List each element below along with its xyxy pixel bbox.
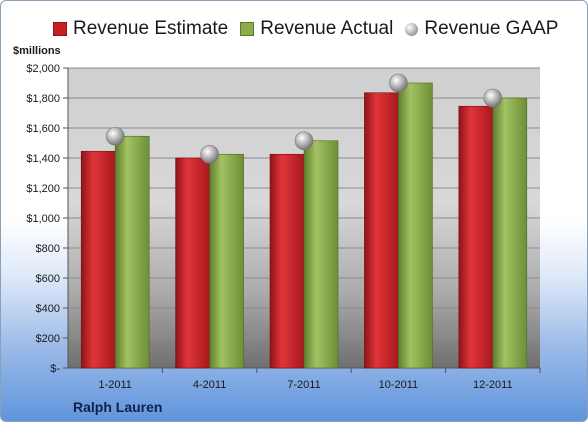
legend-marker-gaap (405, 22, 419, 36)
x-tick-label: 1-2011 (98, 379, 131, 391)
marker-revenue-gaap (200, 144, 219, 164)
bar-revenue-actual (492, 97, 528, 369)
x-tick-label: 4-2011 (193, 379, 226, 391)
legend-item-actual: Revenue Actual (240, 18, 393, 40)
marker-revenue-gaap (389, 73, 408, 93)
marker-revenue-gaap (105, 126, 125, 146)
y-tick-label: $- (50, 363, 60, 375)
y-tick-label: $1,000 (26, 213, 60, 225)
bar-revenue-estimate (269, 153, 305, 369)
x-tick-label: 12-2011 (473, 379, 513, 391)
bar-revenue-estimate (175, 157, 210, 369)
y-tick-label: $1,200 (26, 183, 60, 195)
bar-revenue-actual (209, 153, 244, 369)
bar-revenue-estimate (458, 105, 494, 369)
marker-revenue-gaap (294, 131, 314, 151)
bar-revenue-estimate (80, 150, 116, 369)
legend: Revenue Estimate Revenue Actual Revenue … (53, 17, 577, 41)
company-name: Ralph Lauren (73, 399, 163, 415)
marker-revenue-gaap (483, 88, 503, 108)
bar-revenue-actual (114, 135, 150, 369)
y-tick-label: $200 (36, 333, 60, 345)
x-tick-label: 7-2011 (287, 379, 320, 391)
y-tick-label: $2,000 (26, 63, 60, 75)
y-tick-label: $1,600 (26, 123, 60, 135)
legend-label-actual: Revenue Actual (260, 18, 394, 39)
legend-item-estimate: Revenue Estimate (53, 18, 228, 40)
y-tick-label: $400 (36, 303, 60, 315)
y-tick-label: $1,800 (26, 93, 60, 105)
y-tick-label: $1,400 (26, 153, 60, 165)
bar-revenue-actual (398, 82, 433, 369)
legend-label-gaap: Revenue GAAP (424, 18, 559, 39)
legend-swatch-estimate (53, 22, 67, 36)
legend-label-estimate: Revenue Estimate (73, 18, 229, 39)
y-tick-label: $800 (36, 243, 60, 255)
x-tick-label: 10-2011 (379, 379, 419, 391)
bar-revenue-actual (303, 140, 339, 369)
y-unit-label: $millions (13, 45, 61, 57)
legend-swatch-actual (240, 22, 255, 36)
bar-revenue-estimate (364, 92, 399, 369)
legend-item-gaap: Revenue GAAP (405, 18, 558, 40)
y-tick-label: $600 (36, 273, 60, 285)
